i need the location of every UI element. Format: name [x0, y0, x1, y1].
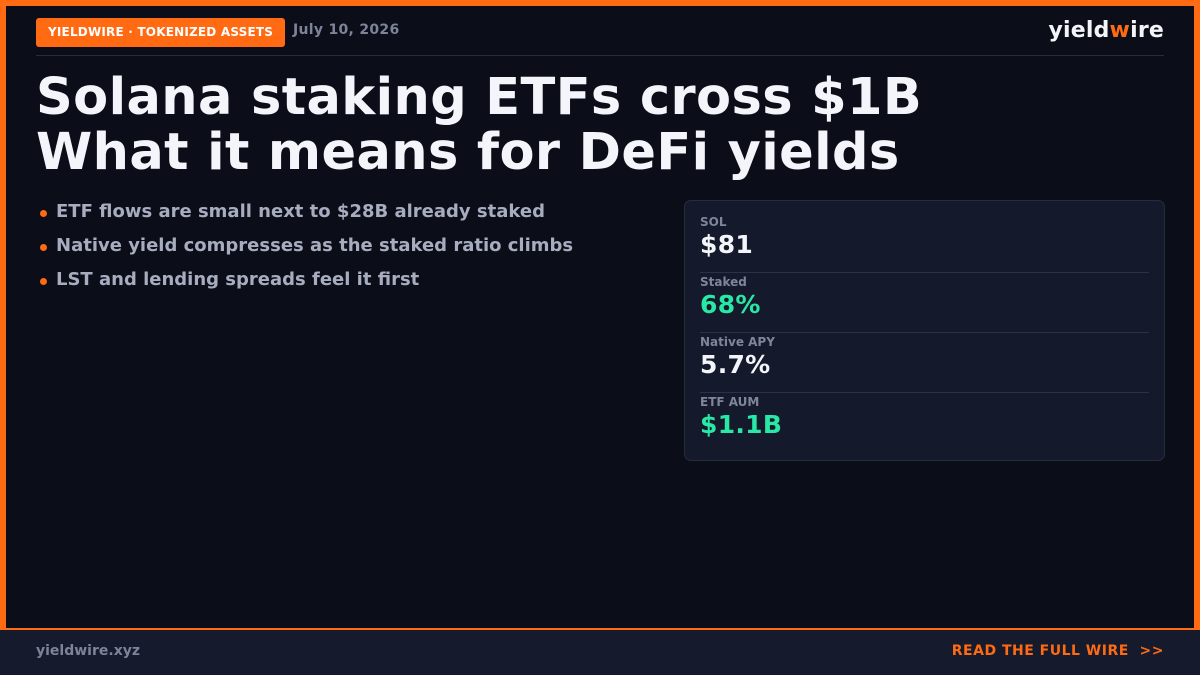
- stat-label: SOL: [700, 215, 727, 229]
- key-points-list: ETF flows are small next to $28B already…: [38, 200, 573, 302]
- stat-value: 68%: [700, 290, 761, 319]
- key-point: ETF flows are small next to $28B already…: [38, 200, 573, 234]
- stat-etf-aum: ETF AUM $1.1B: [700, 393, 1149, 453]
- headline: Solana staking ETFs cross $1B What it me…: [36, 70, 922, 180]
- stat-label: Native APY: [700, 335, 775, 349]
- stat-label: Staked: [700, 275, 747, 289]
- stat-value: $81: [700, 230, 754, 259]
- site-url-link[interactable]: yieldwire.xyz: [36, 643, 140, 659]
- footer: yieldwire.xyz READ THE FULL WIRE >>: [0, 628, 1200, 675]
- key-point: Native yield compresses as the staked ra…: [38, 234, 573, 268]
- logo-prefix: yield: [1048, 18, 1110, 43]
- stat-sol-price: SOL $81: [700, 213, 1149, 273]
- headline-line-2: What it means for DeFi yields: [36, 123, 900, 182]
- headline-line-1: Solana staking ETFs cross $1B: [36, 68, 923, 127]
- category-badge: YIELDWIRE · TOKENIZED ASSETS: [36, 18, 286, 47]
- stat-value: $1.1B: [700, 410, 783, 439]
- accent-frame: [0, 0, 1200, 628]
- stat-value: 5.7%: [700, 350, 771, 379]
- stat-staked: Staked 68%: [700, 273, 1149, 333]
- stats-panel: SOL $81 Staked 68% Native APY 5.7% ETF A…: [684, 200, 1165, 461]
- read-full-wire-link[interactable]: READ THE FULL WIRE >>: [951, 643, 1164, 659]
- logo-accent: w: [1109, 18, 1131, 43]
- logo-suffix: ire: [1130, 18, 1164, 43]
- header: YIELDWIRE · TOKENIZED ASSETS July 10, 20…: [36, 18, 1164, 56]
- stat-native-apy: Native APY 5.7%: [700, 333, 1149, 393]
- key-point: LST and lending spreads feel it first: [38, 268, 573, 302]
- stat-label: ETF AUM: [700, 395, 760, 409]
- publish-date: July 10, 2026: [293, 22, 400, 38]
- brand-logo[interactable]: yieldwire: [1048, 18, 1164, 43]
